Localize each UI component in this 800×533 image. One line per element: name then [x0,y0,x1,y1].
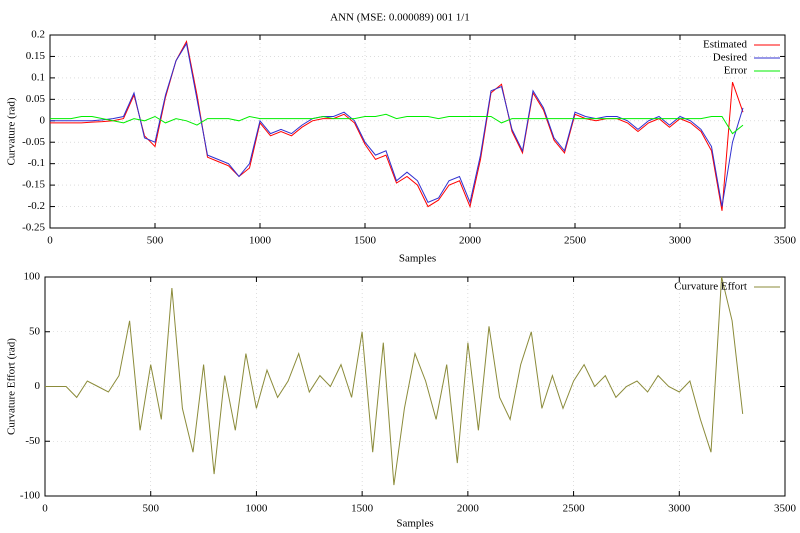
legend-label: Desired [713,52,748,64]
y-axis-label: Curvature (rad) [6,97,18,165]
x-tick-label: 2000 [457,503,480,515]
x-tick-label: 2500 [563,503,586,515]
y-tick-label: 0 [35,380,41,392]
y-tick-label: 0.15 [26,50,46,62]
y-tick-label: 0.2 [31,29,45,41]
y-tick-label: 50 [29,325,41,337]
y-tick-label: 100 [24,271,41,283]
y-tick-label: 0 [40,114,46,126]
x-tick-label: 1500 [354,235,377,247]
x-tick-label: 1000 [249,235,272,247]
x-tick-label: 0 [47,235,53,247]
x-axis-label: Samples [399,253,436,265]
x-tick-label: 3000 [669,235,692,247]
plot-frame [49,34,786,229]
x-tick-label: 0 [42,503,48,515]
x-axis-label: Samples [396,518,433,530]
y-tick-label: -50 [25,435,40,447]
series-line [45,277,744,486]
series-line [50,39,744,211]
y-tick-label: -0.1 [28,157,45,169]
x-tick-label: 3000 [668,503,691,515]
y-tick-label: -100 [20,490,41,502]
y-tick-label: 0.05 [26,93,46,105]
legend-label: Curvature Effort [674,281,747,293]
y-axis-label: Curvature Effort (rad) [6,338,18,435]
x-tick-label: 3500 [774,503,797,515]
x-tick-label: 500 [142,503,159,515]
series-line [50,42,744,207]
legend-label: Error [724,65,748,77]
x-tick-label: 1000 [245,503,268,515]
y-tick-label: -0.15 [22,179,45,191]
chart-title: ANN (MSE: 0.000089) 001 1/1 [330,12,470,24]
x-tick-label: 500 [147,235,164,247]
x-tick-label: 3500 [774,235,797,247]
y-tick-label: -0.25 [22,222,45,234]
x-tick-label: 1500 [351,503,374,515]
series-line [50,113,744,135]
legend-label: Estimated [703,39,747,51]
x-tick-label: 2000 [459,235,482,247]
x-tick-label: 2500 [564,235,587,247]
y-tick-label: -0.05 [22,136,45,148]
y-tick-label: -0.2 [28,200,45,212]
y-tick-label: 0.1 [31,71,45,83]
